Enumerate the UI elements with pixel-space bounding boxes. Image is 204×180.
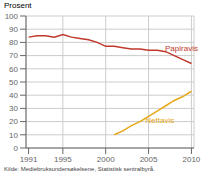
svg-text:30: 30 — [9, 104, 18, 113]
svg-text:40: 40 — [9, 91, 18, 100]
svg-text:1991: 1991 — [20, 155, 38, 164]
svg-text:50: 50 — [9, 78, 18, 87]
svg-text:1995: 1995 — [54, 155, 72, 164]
svg-text:2005: 2005 — [140, 155, 158, 164]
svg-text:70: 70 — [9, 51, 18, 60]
html-text:Kilde: Mediebruksundersøkelsen: Kilde: Mediebruksundersøkelsene, Statist… — [4, 166, 155, 172]
svg-text:80: 80 — [9, 38, 18, 47]
svg-text:0: 0 — [14, 144, 19, 153]
svg-text:20: 20 — [9, 117, 18, 126]
svg-text:Papiravis: Papiravis — [165, 44, 196, 53]
svg-text:10: 10 — [9, 131, 18, 140]
svg-text:100: 100 — [8, 12, 19, 21]
svg-text:90: 90 — [9, 25, 18, 34]
svg-text:Nettavis: Nettavis — [145, 116, 174, 125]
svg-text:60: 60 — [9, 65, 18, 74]
html-text:Prosent: Prosent — [4, 1, 32, 10]
svg-text:2000: 2000 — [97, 155, 115, 164]
svg-text:2010: 2010 — [183, 155, 196, 164]
